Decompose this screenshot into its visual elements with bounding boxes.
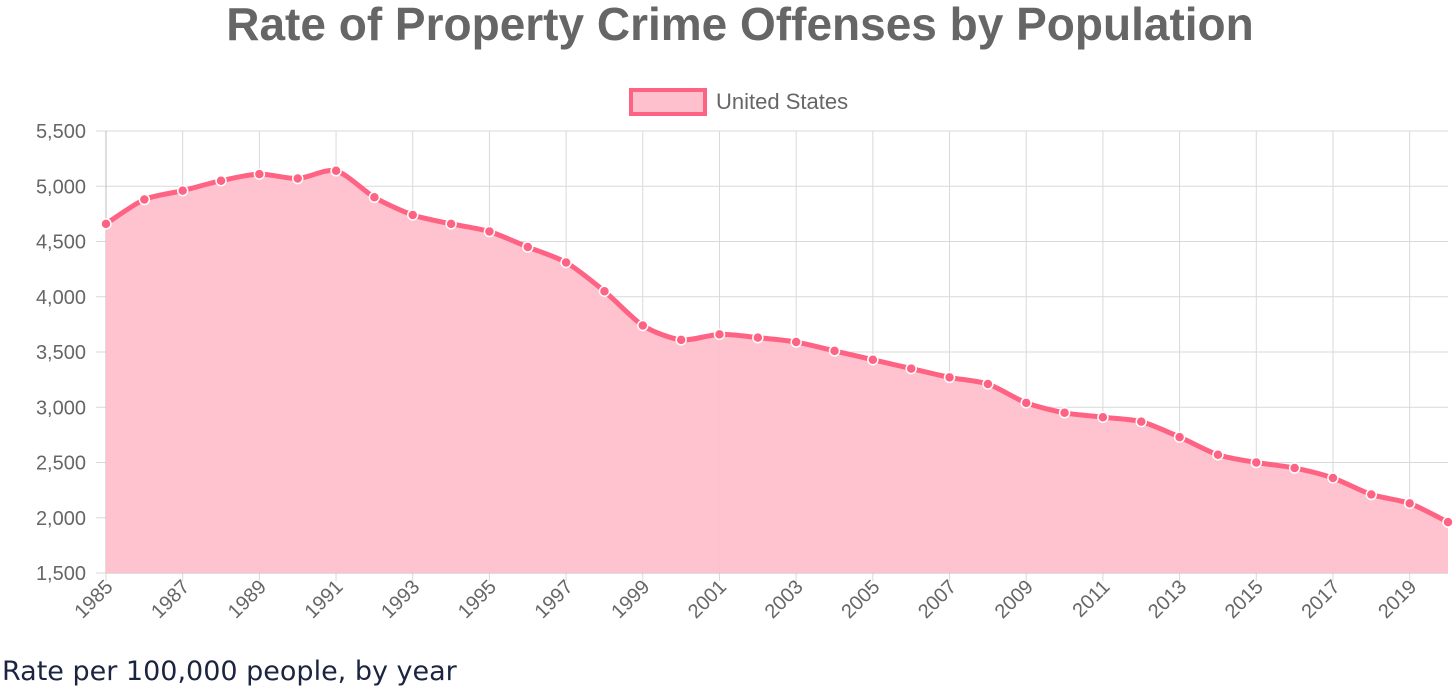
data-point (368, 191, 381, 204)
data-point (253, 168, 266, 180)
x-tick-label: 2013 (1144, 576, 1191, 623)
data-point (713, 328, 726, 341)
data-point (483, 225, 496, 238)
chart-caption: Rate per 100,000 people, by year (2, 656, 457, 687)
data-point (406, 209, 419, 221)
data-point (675, 334, 687, 346)
data-point (522, 241, 534, 253)
data-point (330, 165, 342, 177)
x-tick-label: 2007 (914, 576, 961, 623)
x-tick-label: 2009 (991, 576, 1038, 623)
data-point (560, 256, 572, 269)
y-axis-ticks: 5,500 5,000 4,500 4,000 3,500 3,000 2,500 2,000… (36, 121, 86, 585)
x-tick-label: 2017 (1297, 576, 1344, 623)
data-point (1020, 397, 1032, 409)
legend-label[interactable]: United States (716, 89, 848, 114)
data-point (905, 362, 917, 375)
data-point (867, 353, 879, 366)
data-point (215, 174, 227, 187)
y-tick-label: 3,000 (36, 397, 86, 419)
data-point (1250, 456, 1263, 469)
legend[interactable]: United States (629, 88, 848, 116)
data-point (1173, 431, 1186, 443)
data-point (100, 218, 112, 230)
chart-title: Rate of Property Crime Offenses by Popul… (226, 0, 1254, 50)
y-tick-label: 2,000 (36, 508, 86, 530)
data-point (1288, 462, 1301, 474)
y-tick-label: 3,500 (36, 342, 86, 364)
y-tick-label: 2,500 (36, 453, 86, 475)
x-tick-label: 2011 (1068, 576, 1114, 622)
data-point (752, 331, 764, 344)
data-point (828, 345, 841, 357)
data-point (445, 218, 457, 230)
x-tick-label: 1989 (224, 576, 271, 623)
x-tick-label: 2005 (837, 576, 884, 623)
x-tick-label: 2015 (1221, 576, 1268, 623)
x-tick-label: 1995 (454, 576, 501, 623)
data-point (598, 285, 611, 297)
data-point (790, 336, 802, 348)
data-point (1403, 497, 1416, 510)
x-tick-label: 2003 (761, 576, 808, 623)
data-point (1058, 407, 1071, 419)
data-point (291, 172, 304, 185)
x-tick-label: 2001 (684, 576, 731, 623)
y-tick-label: 1,500 (36, 563, 86, 585)
x-axis-ticks: 1985 1987 1989 1991 1993 1995 1997 1999 2001 2003… (71, 576, 1422, 623)
y-tick-label: 5,000 (36, 176, 86, 198)
x-tick-label: 1997 (531, 576, 578, 623)
data-point (943, 371, 956, 384)
data-point (1135, 415, 1148, 428)
data-point (982, 378, 994, 390)
data-point (138, 193, 151, 206)
y-tick-label: 4,000 (36, 287, 86, 309)
y-tick-label: 4,500 (36, 232, 86, 254)
data-point (637, 319, 649, 332)
x-tick-label: 1999 (607, 576, 654, 623)
data-points (100, 165, 1454, 528)
data-point (1365, 488, 1378, 501)
x-tick-label: 2019 (1374, 576, 1421, 623)
x-tick-label: 1993 (377, 576, 424, 623)
legend-swatch[interactable] (629, 88, 707, 116)
data-point (176, 184, 189, 197)
series-area-united-states (106, 170, 1448, 574)
x-tick-label: 1991 (301, 576, 348, 623)
x-tick-label: 1987 (147, 576, 194, 623)
y-tick-label: 5,500 (36, 121, 86, 143)
data-point (1212, 449, 1224, 461)
data-point (1442, 516, 1454, 528)
data-point (1097, 411, 1109, 423)
data-point (1327, 472, 1339, 484)
